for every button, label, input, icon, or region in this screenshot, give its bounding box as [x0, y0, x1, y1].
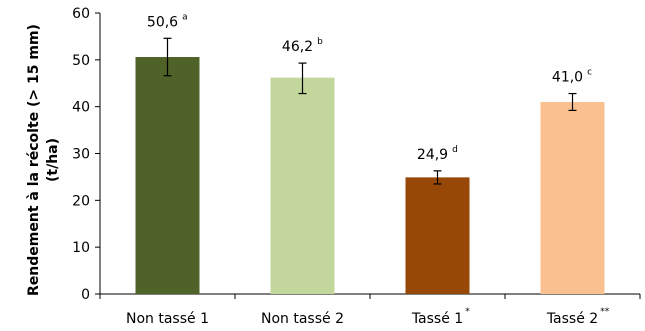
- y-tick-label: 40: [72, 100, 90, 116]
- data-label: 24,9: [417, 147, 448, 163]
- data-label: 46,2: [282, 39, 313, 55]
- significance-letter: a: [182, 12, 188, 22]
- data-label: 50,6: [147, 14, 178, 30]
- bar: [405, 177, 470, 294]
- y-tick-label: 20: [72, 193, 90, 209]
- significance-letter: c: [587, 68, 592, 78]
- x-tick-label: Tassé 1: [411, 311, 463, 327]
- y-tick-label: 0: [81, 287, 90, 303]
- y-axis-label-line1: Rendement à la récolte (> 15 mm): [26, 24, 42, 296]
- y-tick-label: 50: [72, 53, 90, 69]
- x-tick-label: Non tassé 2: [261, 311, 344, 327]
- data-label: 41,0: [552, 70, 583, 86]
- x-tick-label: Non tassé 1: [126, 311, 209, 327]
- category-mark: *: [465, 307, 470, 317]
- y-tick-label: 30: [72, 147, 90, 163]
- plot-area: 0 10 20 30 40 50 60 50,6 a Non tassé 1 46,2 b Non ta…: [72, 6, 641, 327]
- y-tick-label: 10: [72, 240, 90, 256]
- y-axis-label-line2: (t/ha): [45, 138, 61, 182]
- category-mark: **: [600, 307, 610, 317]
- significance-letter: b: [317, 37, 323, 47]
- bar: [270, 77, 335, 294]
- bar: [135, 57, 200, 295]
- bar: [540, 101, 605, 294]
- significance-letter: d: [452, 145, 458, 155]
- y-tick-label: 60: [72, 6, 90, 22]
- x-tick-label: Tassé 2: [546, 311, 598, 327]
